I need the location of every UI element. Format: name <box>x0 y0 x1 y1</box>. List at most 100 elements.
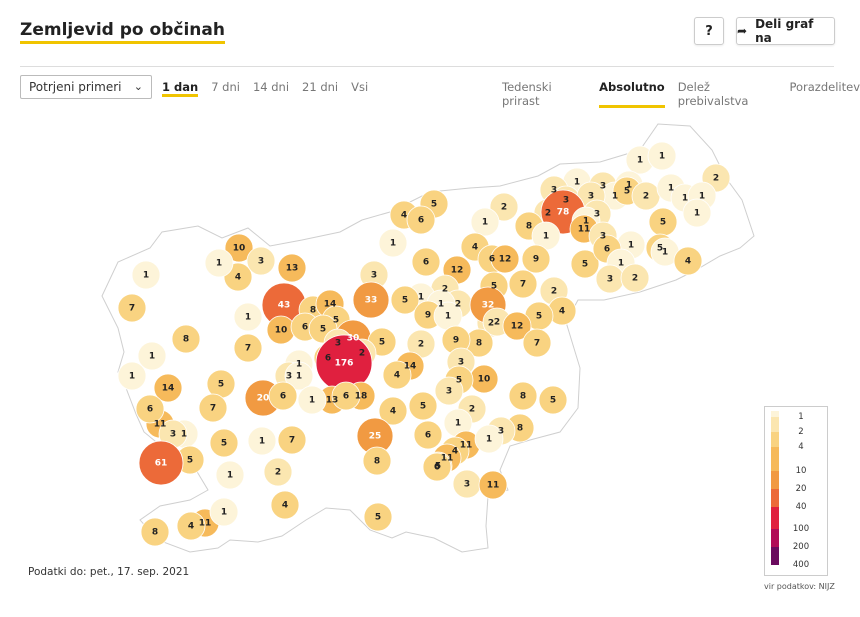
share-button[interactable]: ➦ Deli graf na <box>736 17 835 45</box>
municipality-value: 1 <box>659 152 665 162</box>
municipality-region[interactable] <box>521 244 551 274</box>
municipality-value: 2 <box>455 300 461 310</box>
municipality-region[interactable] <box>570 249 600 279</box>
municipality-region[interactable] <box>171 324 201 354</box>
municipality-region[interactable] <box>246 246 276 276</box>
tab-porazdelitev[interactable]: Porazdelitev <box>789 80 860 94</box>
municipality-region[interactable] <box>489 192 519 222</box>
municipality-region[interactable] <box>470 207 500 237</box>
municipality-region[interactable] <box>277 253 307 283</box>
municipality-region[interactable] <box>413 420 443 450</box>
municipality-region[interactable] <box>270 490 300 520</box>
municipality-value: 4 <box>559 307 565 317</box>
municipality-region[interactable] <box>522 328 552 358</box>
municipality-value: 5 <box>420 402 426 412</box>
municipality-region[interactable] <box>538 385 568 415</box>
municipality-region[interactable] <box>434 376 464 406</box>
municipality-region[interactable] <box>224 233 254 263</box>
municipality-value: 6 <box>343 392 349 402</box>
municipality-value: 6 <box>434 463 440 473</box>
municipality-value: 14 <box>404 362 417 372</box>
municipality-region[interactable] <box>233 333 263 363</box>
municipality-value: 7 <box>289 436 295 446</box>
tab-7-dni[interactable]: 7 dni <box>211 80 240 94</box>
municipality-region[interactable] <box>422 452 452 482</box>
municipality-region[interactable] <box>474 424 504 454</box>
municipality-value: 5 <box>550 396 556 406</box>
legend-swatch <box>771 447 779 471</box>
municipality-region[interactable] <box>215 460 245 490</box>
municipality-region[interactable] <box>478 470 508 500</box>
municipality-value: 3 <box>371 271 377 281</box>
municipality-value: 11 <box>460 441 473 451</box>
municipality-value: 6 <box>147 405 153 415</box>
tab-21-dni[interactable]: 21 dni <box>302 80 339 94</box>
municipality-value: 2 <box>418 340 424 350</box>
municipality-region[interactable] <box>382 360 412 390</box>
municipality-value: 176 <box>335 359 354 369</box>
municipality-region[interactable] <box>408 391 438 421</box>
municipality-region[interactable] <box>284 361 314 391</box>
municipality-region[interactable] <box>209 497 239 527</box>
municipality-value: 1 <box>227 471 233 481</box>
municipality-value: 1 <box>221 508 227 518</box>
municipality-value: 1 <box>296 360 302 370</box>
municipality-region[interactable] <box>490 244 520 274</box>
municipality-region[interactable] <box>508 381 538 411</box>
tab-vsi[interactable]: Vsi <box>351 80 369 94</box>
municipality-region[interactable] <box>363 502 393 532</box>
municipality-region[interactable] <box>137 341 167 371</box>
tab-14-dni[interactable]: 14 dni <box>252 80 290 94</box>
municipality-value: 8 <box>310 306 316 316</box>
tab-absolutno[interactable]: Absolutno <box>599 80 665 108</box>
legend-swatch <box>771 432 779 447</box>
municipality-value: 4 <box>394 371 400 381</box>
municipality-region[interactable] <box>153 373 183 403</box>
municipality-region[interactable] <box>277 425 307 455</box>
municipality-value: 8 <box>374 457 380 467</box>
municipality-region[interactable] <box>176 511 206 541</box>
municipality-region[interactable] <box>131 260 161 290</box>
municipality-region[interactable] <box>247 426 277 456</box>
municipality-region[interactable] <box>411 247 441 277</box>
tab-1-dan[interactable]: 1 dan <box>162 80 199 97</box>
municipality-region[interactable] <box>508 269 538 299</box>
municipality-region[interactable] <box>117 361 147 391</box>
legend-swatch <box>771 417 779 432</box>
municipality-region[interactable] <box>204 248 234 278</box>
municipality-region[interactable] <box>390 285 420 315</box>
municipality-region[interactable] <box>233 302 263 332</box>
municipality-region[interactable] <box>362 446 392 476</box>
municipality-region[interactable] <box>682 198 712 228</box>
municipality-value: 1 <box>445 312 451 322</box>
municipality-region[interactable] <box>378 396 408 426</box>
municipality-region[interactable] <box>268 381 298 411</box>
municipality-region[interactable] <box>378 228 408 258</box>
municipality-region[interactable] <box>198 393 228 423</box>
metric-select[interactable]: Potrjeni primeri ⌄ <box>20 75 152 99</box>
municipality-region[interactable] <box>673 246 703 276</box>
municipality-value: 9 <box>533 255 539 265</box>
municipality-value: 6 <box>489 255 495 265</box>
mode-tabs: Tedenski prirast Absolutno Delež prebiva… <box>502 80 860 108</box>
municipality-region[interactable] <box>263 457 293 487</box>
municipality-region[interactable] <box>406 205 436 235</box>
tab-delez-prebivalstva[interactable]: Delež prebivalstva <box>677 80 749 108</box>
help-button[interactable]: ? <box>694 17 724 45</box>
municipality-region[interactable] <box>135 394 165 424</box>
municipality-region[interactable] <box>502 311 532 341</box>
municipality-region[interactable] <box>297 385 327 415</box>
municipality-region[interactable] <box>209 428 239 458</box>
municipality-value: 2 <box>551 287 557 297</box>
tab-tedenski-prirast[interactable]: Tedenski prirast <box>502 80 552 108</box>
municipality-region[interactable] <box>352 281 390 319</box>
municipality-region[interactable] <box>140 517 170 547</box>
municipality-value: 3 <box>600 182 606 192</box>
municipality-region[interactable] <box>138 440 184 486</box>
municipality-region[interactable] <box>647 141 677 171</box>
municipality-region[interactable] <box>620 263 650 293</box>
municipality-region[interactable] <box>117 293 147 323</box>
municipality-region[interactable] <box>331 381 361 411</box>
municipality-value: 6 <box>418 216 424 226</box>
